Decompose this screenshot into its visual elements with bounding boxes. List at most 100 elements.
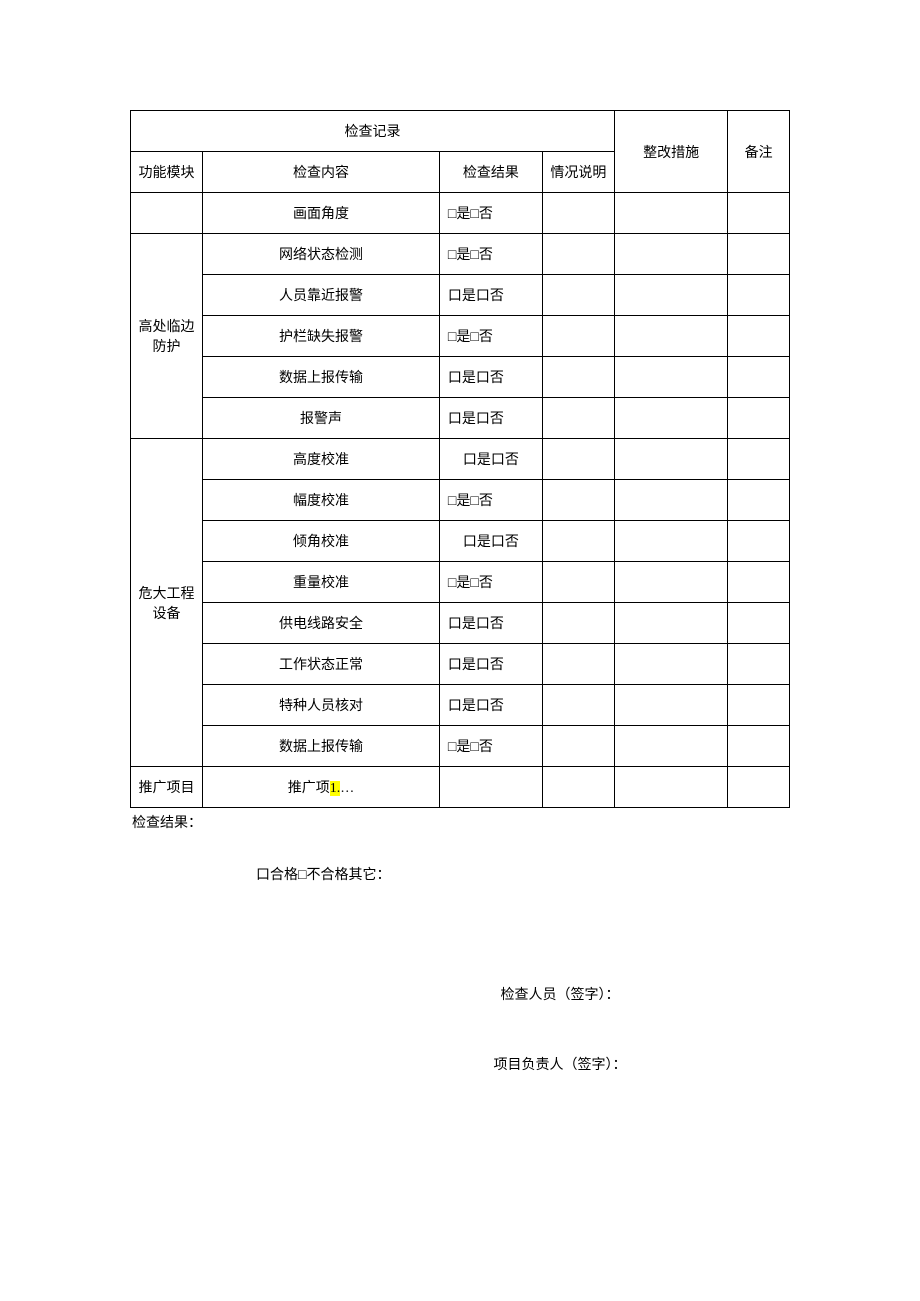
cell-result: 口是口否: [439, 357, 542, 398]
cell-remark: [728, 193, 790, 234]
table-row: 危大工程设备 高度校准 口是口否: [131, 439, 790, 480]
cell-content: 特种人员核对: [203, 685, 440, 726]
cell-measure: [614, 562, 727, 603]
cell-result: 口是口否: [439, 275, 542, 316]
cell-measure: [614, 193, 727, 234]
cell-measure: [614, 767, 727, 808]
cell-measure: [614, 357, 727, 398]
cell-module-blank: [131, 193, 203, 234]
qualify-label: 口合格□不合格其它：: [130, 864, 790, 884]
cell-result: 口是口否: [439, 685, 542, 726]
cell-remark: [728, 685, 790, 726]
promo-post: …: [340, 781, 354, 796]
cell-content: 护栏缺失报警: [203, 316, 440, 357]
table-row: 倾角校准 口是口否: [131, 521, 790, 562]
cell-content: 幅度校准: [203, 480, 440, 521]
table-row: 报警声 口是口否: [131, 398, 790, 439]
cell-measure: [614, 316, 727, 357]
cell-desc: [542, 234, 614, 275]
cell-desc: [542, 685, 614, 726]
header-module: 功能模块: [131, 152, 203, 193]
cell-result: □是□否: [439, 480, 542, 521]
cell-content: 画面角度: [203, 193, 440, 234]
cell-module-promo: 推广项目: [131, 767, 203, 808]
cell-desc: [542, 603, 614, 644]
cell-content-promo: 推广项1.…: [203, 767, 440, 808]
cell-content: 工作状态正常: [203, 644, 440, 685]
promo-highlight: 1.: [330, 781, 341, 796]
cell-desc: [542, 439, 614, 480]
table-row: 画面角度 □是□否: [131, 193, 790, 234]
cell-result: □是□否: [439, 193, 542, 234]
cell-remark: [728, 480, 790, 521]
cell-remark: [728, 603, 790, 644]
cell-content: 网络状态检测: [203, 234, 440, 275]
table-row: 供电线路安全 口是口否: [131, 603, 790, 644]
cell-result: 口是口否: [439, 603, 542, 644]
cell-measure: [614, 480, 727, 521]
inspection-table: 检查记录 整改措施 备注 功能模块 检查内容 检查结果 情况说明 画面角度 □是…: [130, 110, 790, 808]
cell-desc: [542, 398, 614, 439]
cell-desc: [542, 480, 614, 521]
cell-content: 数据上报传输: [203, 357, 440, 398]
cell-measure: [614, 685, 727, 726]
cell-desc: [542, 767, 614, 808]
cell-module-danger: 危大工程设备: [131, 439, 203, 767]
header-remark: 备注: [728, 111, 790, 193]
cell-remark: [728, 439, 790, 480]
cell-measure: [614, 603, 727, 644]
header-inspection-record: 检查记录: [131, 111, 615, 152]
manager-signature: 项目负责人（签字）：: [130, 1054, 790, 1074]
cell-remark: [728, 521, 790, 562]
promo-pre: 推广项: [288, 781, 330, 796]
cell-remark: [728, 316, 790, 357]
cell-module-edge: 高处临边防护: [131, 234, 203, 439]
cell-measure: [614, 234, 727, 275]
cell-result: 口是口否: [439, 439, 542, 480]
cell-desc: [542, 316, 614, 357]
table-row: 工作状态正常 口是口否: [131, 644, 790, 685]
cell-result: 口是口否: [439, 644, 542, 685]
inspector-signature: 检查人员（签字）：: [130, 984, 790, 1004]
cell-remark: [728, 644, 790, 685]
cell-result: □是□否: [439, 726, 542, 767]
header-measure: 整改措施: [614, 111, 727, 193]
table-row: 推广项目 推广项1.…: [131, 767, 790, 808]
cell-result: [439, 767, 542, 808]
cell-measure: [614, 521, 727, 562]
table-row: 数据上报传输 口是口否: [131, 357, 790, 398]
cell-measure: [614, 439, 727, 480]
cell-remark: [728, 398, 790, 439]
cell-content: 数据上报传输: [203, 726, 440, 767]
cell-desc: [542, 357, 614, 398]
cell-result: □是□否: [439, 562, 542, 603]
cell-measure: [614, 726, 727, 767]
cell-remark: [728, 275, 790, 316]
cell-desc: [542, 726, 614, 767]
cell-remark: [728, 562, 790, 603]
cell-content: 人员靠近报警: [203, 275, 440, 316]
cell-remark: [728, 357, 790, 398]
result-label: 检查结果：: [130, 812, 790, 832]
cell-desc: [542, 521, 614, 562]
table-row: 人员靠近报警 口是口否: [131, 275, 790, 316]
cell-result: 口是口否: [439, 521, 542, 562]
cell-remark: [728, 726, 790, 767]
table-row: 护栏缺失报警 □是□否: [131, 316, 790, 357]
cell-result: □是□否: [439, 234, 542, 275]
cell-result: □是□否: [439, 316, 542, 357]
header-row-1: 检查记录 整改措施 备注: [131, 111, 790, 152]
table-row: 数据上报传输 □是□否: [131, 726, 790, 767]
cell-result: 口是口否: [439, 398, 542, 439]
cell-content: 倾角校准: [203, 521, 440, 562]
cell-desc: [542, 644, 614, 685]
cell-remark: [728, 234, 790, 275]
cell-measure: [614, 644, 727, 685]
table-row: 重量校准 □是□否: [131, 562, 790, 603]
cell-measure: [614, 398, 727, 439]
cell-remark: [728, 767, 790, 808]
table-row: 特种人员核对 口是口否: [131, 685, 790, 726]
header-result: 检查结果: [439, 152, 542, 193]
header-content: 检查内容: [203, 152, 440, 193]
table-row: 高处临边防护 网络状态检测 □是□否: [131, 234, 790, 275]
